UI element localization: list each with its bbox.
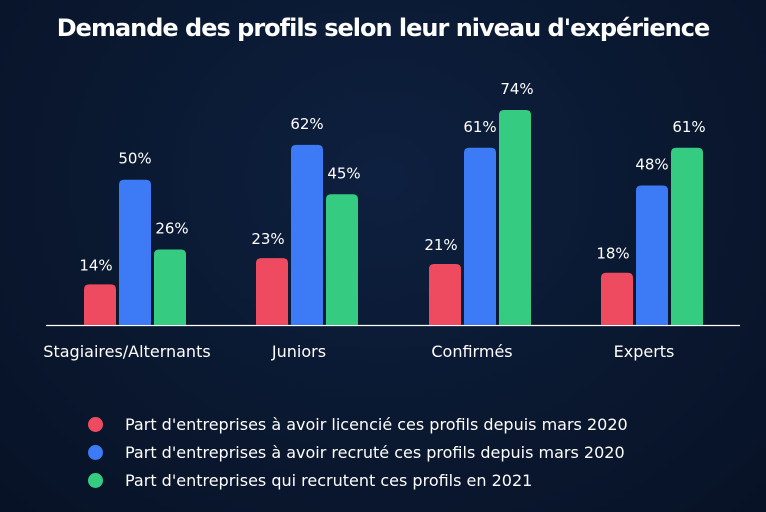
bar-1-2 (256, 258, 288, 325)
bar-3-1 (154, 249, 186, 325)
category-label-3: Confirmés (431, 342, 512, 361)
category-label-4: Experts (614, 342, 675, 361)
bar-1-1 (84, 284, 116, 325)
bar-1-3 (429, 263, 461, 325)
legend-label-3: Part d'entreprises qui recrutent ces pro… (125, 470, 533, 490)
bar-3-2 (326, 194, 358, 325)
chart-legend: Part d'entreprises à avoir licencié ces … (88, 410, 748, 494)
data-label-3-3: 74% (500, 80, 533, 98)
legend-dot-2 (88, 444, 103, 460)
bar-chart: 14% 50% 26% Stagiaires/Alternants 23% 62% 45% J… (43, 80, 705, 361)
chart-title: Demande des profils selon leur niveau d'… (56, 14, 710, 42)
data-label-1-4: 18% (596, 245, 629, 263)
bar-1-4 (601, 272, 633, 325)
legend-label-2: Part d'entreprises à avoir recruté ces p… (125, 442, 625, 462)
data-label-2-4: 48% (635, 156, 668, 174)
legend-item-1: Part d'entreprises à avoir licencié ces … (88, 410, 748, 438)
data-label-2-2: 62% (290, 115, 323, 133)
bar-2-2 (291, 144, 323, 325)
bar-2-4 (636, 185, 668, 325)
bar-2-3 (464, 147, 496, 325)
data-label-1-2: 23% (251, 230, 284, 248)
category-label-2: Juniors (271, 342, 326, 361)
data-label-3-1: 26% (155, 219, 188, 237)
legend-dot-3 (88, 472, 103, 488)
legend-dot-1 (88, 416, 103, 432)
bar-2-1 (119, 179, 151, 325)
legend-label-1: Part d'entreprises à avoir licencié ces … (125, 414, 628, 434)
data-label-3-2: 45% (327, 164, 360, 182)
data-label-3-4: 61% (672, 118, 705, 136)
data-label-1-3: 21% (424, 236, 457, 254)
data-label-2-1: 50% (118, 150, 151, 168)
data-label-2-3: 61% (463, 118, 496, 136)
legend-item-3: Part d'entreprises qui recrutent ces pro… (88, 466, 748, 494)
category-label-1: Stagiaires/Alternants (43, 342, 210, 361)
bar-3-4 (671, 147, 703, 325)
data-label-1-1: 14% (79, 256, 112, 274)
legend-item-2: Part d'entreprises à avoir recruté ces p… (88, 438, 748, 466)
bar-3-3 (499, 110, 531, 325)
